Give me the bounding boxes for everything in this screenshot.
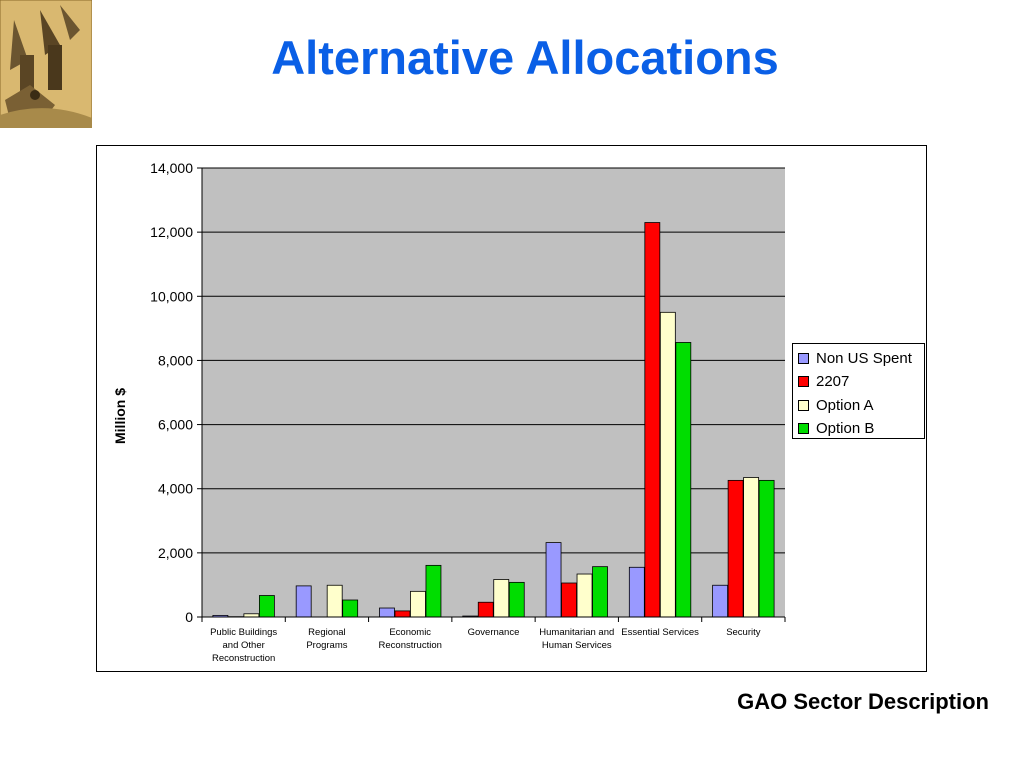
chart-frame: 0 2,000 4,000 6,000 8,000 10,000 12,000 14,000 P… (96, 145, 927, 672)
bar (545, 542, 562, 618)
x-tick-label: Governance (468, 627, 520, 638)
bar (644, 222, 661, 618)
plot-area (202, 168, 785, 617)
y-tick-label: 8,000 (158, 352, 193, 368)
slide-title: Alternative Allocations (271, 31, 779, 84)
bar (675, 342, 692, 618)
legend-item: Non US Spent (798, 348, 912, 368)
bar (379, 607, 395, 618)
y-tick-label: 2,000 (158, 545, 193, 561)
bar (508, 581, 525, 618)
bar (326, 584, 343, 618)
bar (477, 601, 494, 618)
chart-legend: Non US Spent 2207 Option A Option B (792, 343, 925, 439)
legend-label: 2207 (816, 373, 850, 390)
x-tick-label: Reconstruction (212, 653, 275, 664)
legend-label: Option A (816, 396, 874, 414)
bar (659, 311, 676, 618)
bar (712, 584, 729, 618)
x-tick-label: Regional (308, 627, 346, 638)
legend-swatch (798, 352, 809, 364)
windmill-logo-image (0, 0, 93, 129)
x-tick-label: Public Buildings (210, 627, 277, 638)
bar-chart: 0 2,000 4,000 6,000 8,000 10,000 12,000 14,000 P… (112, 160, 786, 664)
x-tick-label: Humanitarian and (539, 627, 614, 638)
legend-swatch (798, 376, 809, 387)
y-tick-label: 4,000 (158, 481, 193, 497)
bar (592, 566, 608, 618)
bar (561, 582, 577, 618)
bar (628, 566, 645, 618)
legend-item: Option B (798, 419, 874, 439)
bar (410, 590, 426, 618)
bar (425, 564, 442, 618)
y-tick-label: 6,000 (158, 417, 193, 433)
bar (394, 610, 411, 618)
bar (493, 579, 510, 618)
y-tick-label: 14,000 (150, 160, 193, 176)
x-tick-label: Essential Services (621, 627, 699, 638)
plot-background (202, 168, 785, 617)
y-tick-label: 12,000 (150, 224, 193, 240)
y-tick-label: 10,000 (150, 288, 193, 304)
legend-label: Non US Spent (816, 349, 912, 367)
legend-item: 2207 (798, 372, 849, 392)
y-axis-label: Million $ (112, 388, 128, 444)
legend-swatch (798, 399, 809, 411)
footer-caption: GAO Sector Description (737, 689, 989, 714)
bar (258, 595, 275, 618)
x-tick-label: Programs (306, 640, 347, 651)
x-tick-label: Economic (389, 627, 431, 638)
x-tick-label: Reconstruction (379, 640, 442, 651)
x-tick-label: Security (726, 627, 761, 638)
y-tick-label: 0 (185, 609, 193, 625)
legend-item: Option A (798, 395, 874, 415)
legend-swatch (798, 423, 809, 434)
legend-label: Option B (816, 420, 875, 437)
bar (727, 479, 744, 618)
axes: 0 2,000 4,000 6,000 8,000 10,000 12,000 14,000 P… (150, 160, 786, 664)
x-tick-label: and Other (223, 640, 265, 651)
bar (743, 477, 760, 618)
x-tick-label: Human Services (542, 640, 612, 651)
bar (576, 573, 593, 618)
bar (758, 479, 775, 618)
bar (295, 585, 312, 618)
bar (342, 599, 359, 618)
